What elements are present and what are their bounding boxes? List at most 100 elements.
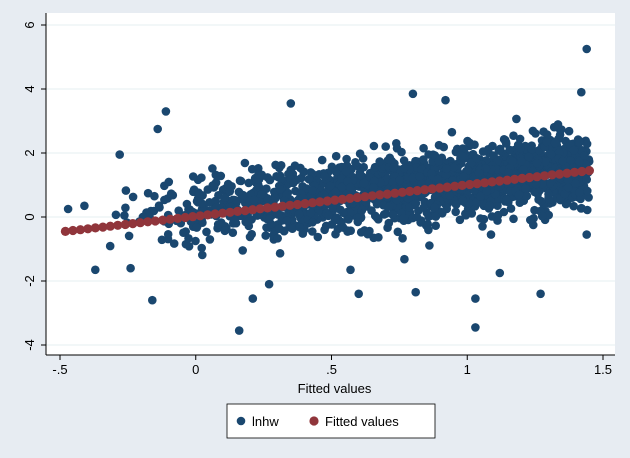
axes: -4 -2 0 2 4 6 -.5 0 .5 1 1.5 xyxy=(22,13,615,377)
scatter-point xyxy=(530,187,539,197)
scatter-point xyxy=(370,211,380,221)
x-tick-label: 1.5 xyxy=(594,362,612,377)
scatter-point xyxy=(442,164,451,174)
scatter-point xyxy=(245,232,255,242)
scatter-point xyxy=(522,191,532,201)
scatter-point xyxy=(445,191,455,200)
scatter-point xyxy=(191,236,200,246)
scatter-point xyxy=(508,156,517,166)
scatter-point xyxy=(234,326,244,335)
scatter-point xyxy=(502,195,511,204)
scatter-point xyxy=(197,173,206,182)
scatter-point xyxy=(571,179,580,188)
scatter-point xyxy=(220,226,230,236)
fitted-point xyxy=(337,194,347,204)
scatter-point xyxy=(313,232,323,242)
scatter-point xyxy=(544,210,553,220)
scatter-point xyxy=(399,164,409,173)
scatter-point xyxy=(509,214,518,224)
scatter-point xyxy=(379,210,389,219)
scatter-point xyxy=(526,215,535,225)
scatter-point xyxy=(504,168,513,177)
scatter-point xyxy=(128,192,138,202)
fitted-point xyxy=(83,224,93,234)
x-tick-label: -.5 xyxy=(52,362,67,377)
legend-box xyxy=(226,403,436,439)
scatter-point xyxy=(115,150,124,159)
fitted-point xyxy=(165,214,175,224)
fitted-point xyxy=(285,200,295,210)
fitted-point xyxy=(68,225,78,236)
scatter-point xyxy=(247,164,257,174)
scatter-point xyxy=(509,131,518,140)
fitted-point xyxy=(390,188,400,198)
scatter-point xyxy=(536,289,545,299)
scatter-point xyxy=(558,156,567,166)
scatter-point xyxy=(320,171,329,181)
scatter-point xyxy=(356,170,365,180)
scatter-point xyxy=(493,210,503,220)
scatter-point xyxy=(563,176,573,185)
scatter-point xyxy=(424,225,433,235)
scatter-point xyxy=(153,124,162,134)
scatter-point xyxy=(359,178,369,188)
scatter-point xyxy=(399,213,409,223)
scatter-point xyxy=(393,227,403,237)
fitted-point xyxy=(472,179,482,189)
fitted-point xyxy=(128,219,138,229)
scatter-point xyxy=(121,203,130,213)
scatter-point xyxy=(569,145,579,155)
fitted-values-markers xyxy=(60,166,595,236)
scatter-point xyxy=(265,175,275,185)
scatter-point xyxy=(344,215,353,224)
fitted-point xyxy=(532,172,542,182)
scatter-point xyxy=(120,211,129,220)
fitted-point xyxy=(375,190,385,200)
scatter-point xyxy=(353,217,363,227)
fitted-point xyxy=(427,184,437,194)
scatter-point xyxy=(341,167,351,176)
scatter-point xyxy=(345,208,355,218)
scatter-point xyxy=(282,216,292,225)
scatter-point xyxy=(375,157,385,166)
fitted-point xyxy=(277,201,288,211)
scatter-point xyxy=(395,175,405,185)
y-tick-label: 0 xyxy=(22,213,37,220)
fitted-point xyxy=(502,175,512,185)
scatter-point xyxy=(540,157,550,167)
scatter-point xyxy=(474,168,484,178)
scatter-point xyxy=(419,155,428,164)
scatter-point xyxy=(148,295,157,305)
scatter-point xyxy=(542,130,552,139)
scatter-point xyxy=(257,190,267,199)
fitted-point xyxy=(442,182,452,192)
scatter-point xyxy=(408,89,418,99)
scatter-point xyxy=(203,185,213,194)
scatter-point xyxy=(343,227,352,236)
fitted-point xyxy=(90,223,100,233)
y-tick-label: -4 xyxy=(22,339,37,351)
scatter-point xyxy=(184,234,193,243)
scatter-point xyxy=(273,234,283,243)
legend-label-fitted: Fitted values xyxy=(325,414,399,429)
scatter-point xyxy=(431,221,441,230)
scatter-point xyxy=(388,163,398,172)
fitted-point xyxy=(113,220,123,230)
scatter-point xyxy=(538,179,547,189)
fitted-point xyxy=(539,171,550,181)
legend: lnhw Fitted values xyxy=(226,403,436,439)
scatter-point xyxy=(400,254,409,264)
scatter-point xyxy=(411,287,421,297)
scatter-point xyxy=(169,239,179,248)
fitted-point xyxy=(382,189,392,199)
scatter-point xyxy=(494,146,504,155)
scatter-point xyxy=(228,228,238,237)
scatter-point xyxy=(369,182,378,192)
scatter-point xyxy=(388,210,398,219)
scatter-point xyxy=(388,177,398,187)
scatter-point xyxy=(451,207,461,217)
scatter-point xyxy=(463,166,472,175)
fitted-point xyxy=(420,185,430,195)
scatter-point xyxy=(308,227,317,236)
fitted-point xyxy=(262,203,273,213)
